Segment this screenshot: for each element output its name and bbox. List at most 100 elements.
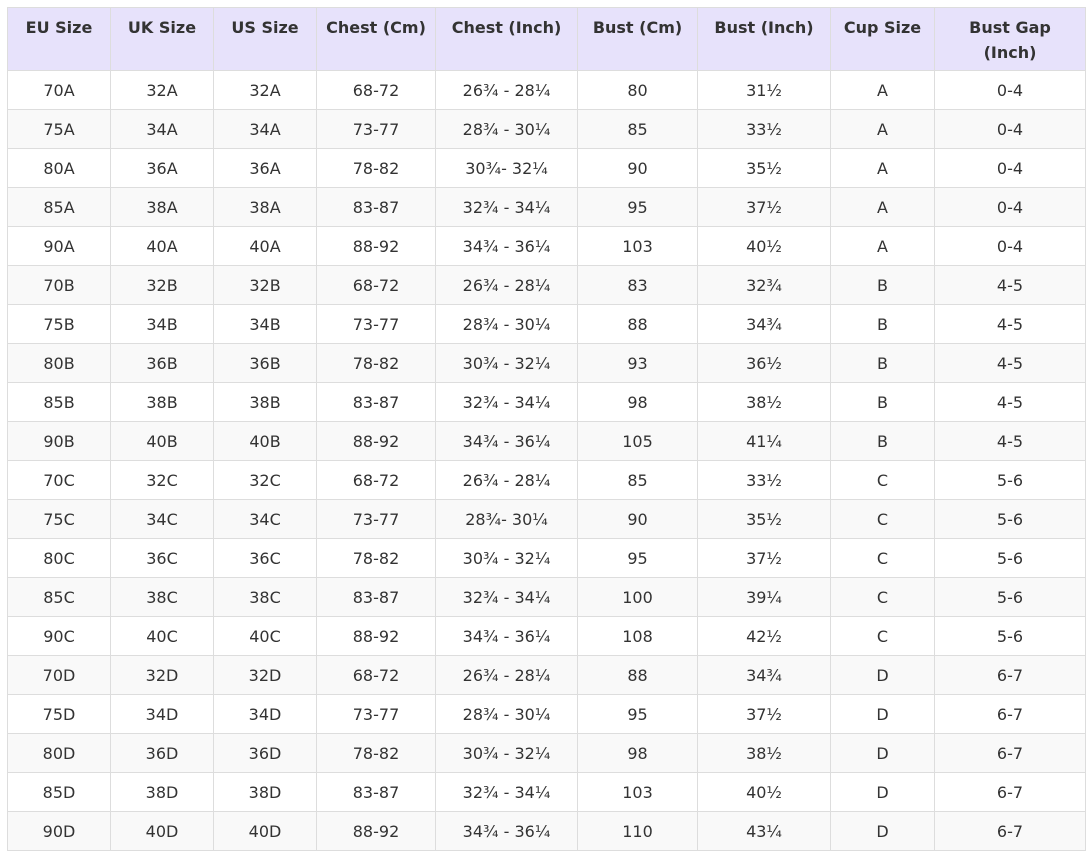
table-row: 90C 40C 40C 88-92 34¾ - 36¼ 108 42½ C 5-6 <box>7 616 1086 656</box>
table-cell: 32B <box>110 265 214 305</box>
table-cell: 75A <box>7 109 111 149</box>
table-cell: 32¾ <box>697 265 831 305</box>
table-row: 90A 40A 40A 88-92 34¾ - 36¼ 103 40½ A 0-4 <box>7 226 1086 266</box>
table-cell: 38D <box>213 772 317 812</box>
table-cell: 37½ <box>697 538 831 578</box>
table-cell: 28¾ - 30¼ <box>435 694 578 734</box>
table-cell: 32A <box>213 70 317 110</box>
size-table: EU Size UK Size US Size Chest (Cm) Chest (In… <box>7 7 1086 851</box>
table-cell: 103 <box>577 226 698 266</box>
table-cell: D <box>830 733 935 773</box>
table-cell: 75D <box>7 694 111 734</box>
table-cell: 37½ <box>697 694 831 734</box>
table-cell: 80B <box>7 343 111 383</box>
table-row: 90D 40D 40D 88-92 34¾ - 36¼ 110 43¼ D 6-7 <box>7 811 1086 851</box>
table-cell: 90C <box>7 616 111 656</box>
table-cell: D <box>830 811 935 851</box>
table-row: 75B 34B 34B 73-77 28¾ - 30¼ 88 34¾ B 4-5 <box>7 304 1086 344</box>
table-cell: 80A <box>7 148 111 188</box>
table-cell: 0-4 <box>934 226 1086 266</box>
table-cell: 85A <box>7 187 111 227</box>
table-cell: 0-4 <box>934 148 1086 188</box>
table-row: 75C 34C 34C 73-77 28¾- 30¼ 90 35½ C 5-6 <box>7 499 1086 539</box>
table-cell: 26¾ - 28¼ <box>435 70 578 110</box>
table-cell: 6-7 <box>934 772 1086 812</box>
table-cell: 68-72 <box>316 70 436 110</box>
table-cell: 85 <box>577 460 698 500</box>
table-row: 70C 32C 32C 68-72 26¾ - 28¼ 85 33½ C 5-6 <box>7 460 1086 500</box>
table-cell: 34¾ - 36¼ <box>435 616 578 656</box>
table-cell: C <box>830 499 935 539</box>
table-row: 85A 38A 38A 83-87 32¾ - 34¼ 95 37½ A 0-4 <box>7 187 1086 227</box>
table-cell: A <box>830 187 935 227</box>
table-cell: 34C <box>213 499 317 539</box>
table-cell: B <box>830 343 935 383</box>
table-cell: 38D <box>110 772 214 812</box>
table-cell: 73-77 <box>316 694 436 734</box>
table-cell: 88 <box>577 304 698 344</box>
table-row: 90B 40B 40B 88-92 34¾ - 36¼ 105 41¼ B 4-5 <box>7 421 1086 461</box>
table-cell: 32C <box>213 460 317 500</box>
table-cell: 38C <box>110 577 214 617</box>
table-row: 80D 36D 36D 78-82 30¾ - 32¼ 98 38½ D 6-7 <box>7 733 1086 773</box>
table-cell: 32¾ - 34¼ <box>435 577 578 617</box>
table-cell: B <box>830 265 935 305</box>
table-cell: 85B <box>7 382 111 422</box>
table-cell: A <box>830 148 935 188</box>
table-cell: 70B <box>7 265 111 305</box>
table-cell: 36D <box>110 733 214 773</box>
table-cell: 40C <box>213 616 317 656</box>
table-cell: 36B <box>110 343 214 383</box>
table-row: 75D 34D 34D 73-77 28¾ - 30¼ 95 37½ D 6-7 <box>7 694 1086 734</box>
table-cell: 93 <box>577 343 698 383</box>
table-row: 85B 38B 38B 83-87 32¾ - 34¼ 98 38½ B 4-5 <box>7 382 1086 422</box>
table-cell: 78-82 <box>316 538 436 578</box>
table-cell: 30¾ - 32¼ <box>435 343 578 383</box>
table-cell: 5-6 <box>934 460 1086 500</box>
table-cell: 6-7 <box>934 733 1086 773</box>
header-row: EU Size UK Size US Size Chest (Cm) Chest (In… <box>7 7 1086 71</box>
table-cell: 42½ <box>697 616 831 656</box>
table-cell: 6-7 <box>934 811 1086 851</box>
table-cell: 68-72 <box>316 655 436 695</box>
table-cell: 6-7 <box>934 694 1086 734</box>
table-cell: 80D <box>7 733 111 773</box>
table-row: 80C 36C 36C 78-82 30¾ - 32¼ 95 37½ C 5-6 <box>7 538 1086 578</box>
table-cell: 32¾ - 34¼ <box>435 382 578 422</box>
table-cell: 100 <box>577 577 698 617</box>
table-cell: 88-92 <box>316 616 436 656</box>
table-cell: 90B <box>7 421 111 461</box>
table-cell: A <box>830 226 935 266</box>
table-cell: 73-77 <box>316 109 436 149</box>
table-cell: 95 <box>577 538 698 578</box>
table-cell: 70D <box>7 655 111 695</box>
table-row: 85C 38C 38C 83-87 32¾ - 34¼ 100 39¼ C 5-6 <box>7 577 1086 617</box>
table-cell: 4-5 <box>934 265 1086 305</box>
table-cell: C <box>830 616 935 656</box>
table-cell: 30¾ - 32¼ <box>435 733 578 773</box>
table-cell: 32D <box>213 655 317 695</box>
header-cell: US Size <box>213 7 317 71</box>
table-cell: 40D <box>110 811 214 851</box>
table-cell: 90A <box>7 226 111 266</box>
table-cell: 36B <box>213 343 317 383</box>
table-cell: 0-4 <box>934 70 1086 110</box>
table-cell: 40B <box>213 421 317 461</box>
table-cell: 108 <box>577 616 698 656</box>
table-cell: 38A <box>110 187 214 227</box>
table-cell: 32A <box>110 70 214 110</box>
table-cell: 34¾ <box>697 655 831 695</box>
table-cell: 5-6 <box>934 616 1086 656</box>
table-cell: 103 <box>577 772 698 812</box>
table-cell: 34B <box>110 304 214 344</box>
table-cell: 83-87 <box>316 382 436 422</box>
table-cell: 70A <box>7 70 111 110</box>
table-cell: 83 <box>577 265 698 305</box>
table-cell: 32C <box>110 460 214 500</box>
table-body: 70A 32A 32A 68-72 26¾ - 28¼ 80 31½ A 0-4 75A 34A 34… <box>7 70 1086 851</box>
table-cell: 95 <box>577 694 698 734</box>
header-cell: Cup Size <box>830 7 935 71</box>
table-cell: 36C <box>213 538 317 578</box>
table-cell: 34A <box>213 109 317 149</box>
